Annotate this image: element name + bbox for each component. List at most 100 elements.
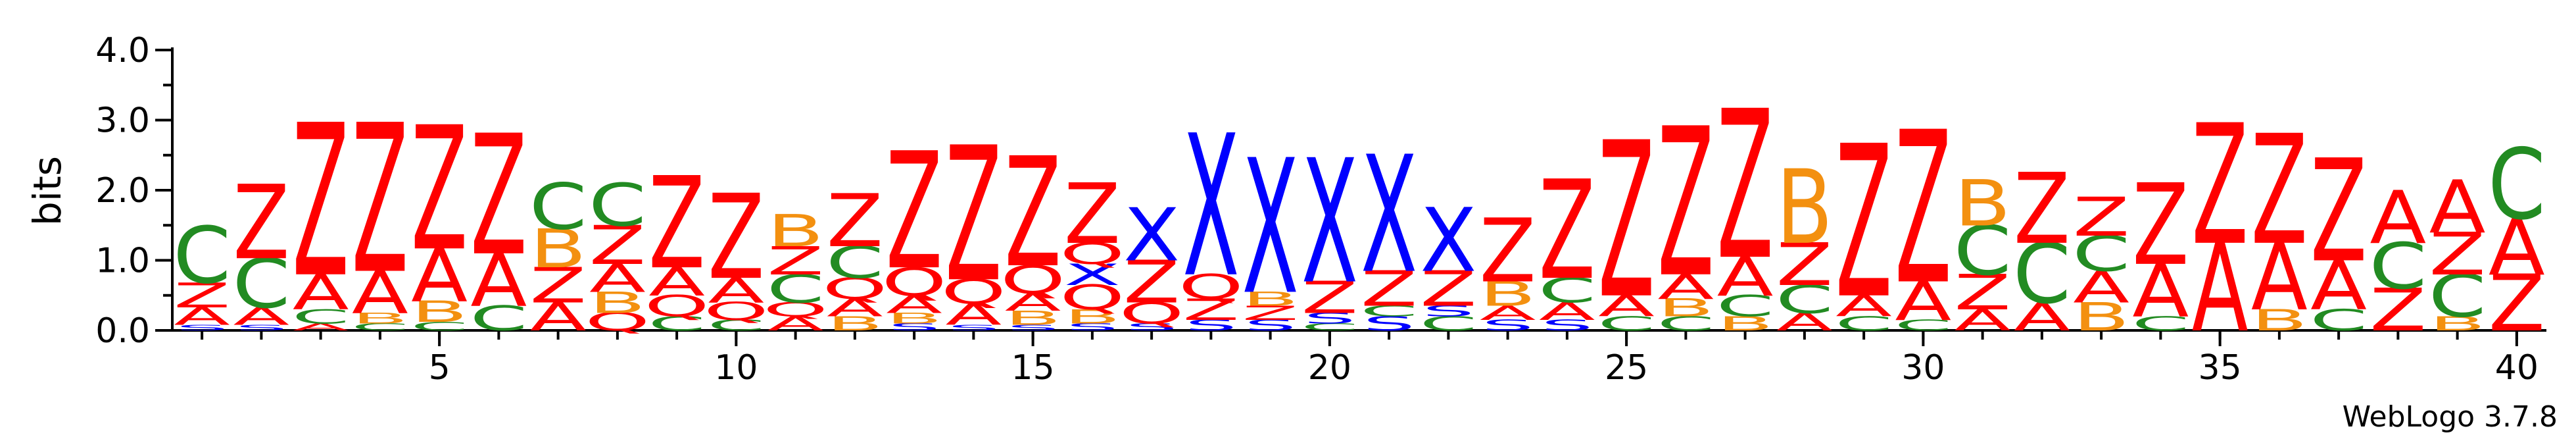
logo-letter-a: A <box>2369 175 2426 260</box>
logo-letter-c: C <box>470 299 528 338</box>
logo-letter-a: A <box>2489 202 2545 293</box>
logo-letter-q: Q <box>941 272 1006 312</box>
logo-letter-z: Z <box>1598 97 1655 347</box>
logo-letter-c: C <box>2072 226 2130 282</box>
logo-letter-z: Z <box>293 81 349 324</box>
x-tick-label: 30 <box>1901 348 1945 388</box>
logo-letter-c: C <box>292 305 350 328</box>
weblogo-credit: WebLogo 3.7.8 <box>2342 400 2558 434</box>
logo-letter-b: B <box>1064 305 1121 328</box>
logo-letter-z: Z <box>1895 88 1951 332</box>
logo-letter-c: C <box>1835 312 1893 335</box>
logo-letter-c: C <box>589 171 646 240</box>
logo-letter-a: A <box>411 233 468 318</box>
logo-letter-z: Z <box>1955 265 2011 321</box>
logo-letter-c: C <box>826 238 884 288</box>
logo-letter-z: Z <box>530 257 587 314</box>
logo-letter-z: Z <box>886 118 942 305</box>
logo-letter-s: S <box>1244 317 1297 334</box>
x-tick-label: 10 <box>714 348 758 388</box>
logo-letter-q: Q <box>644 290 710 323</box>
x-tick-label: 15 <box>1011 348 1055 388</box>
logo-letter-x: X <box>1064 258 1121 292</box>
logo-letter-c: C <box>233 244 291 324</box>
logo-letter-z: Z <box>589 214 646 276</box>
logo-letter-c: C <box>2013 225 2071 322</box>
logo-letter-z: Z <box>827 178 883 263</box>
logo-letter-z: Z <box>1064 166 1121 263</box>
logo-letter-a: A <box>1895 271 1951 333</box>
logo-letter-b: B <box>1776 149 1833 267</box>
logo-letter-z: Z <box>174 276 230 315</box>
logo-letter-z: Z <box>1005 125 1061 301</box>
logo-letter-z: Z <box>1657 84 1714 323</box>
logo-letter-c: C <box>410 320 468 334</box>
logo-letter-q: Q <box>1000 257 1065 303</box>
logo-letter-c: C <box>1597 312 1655 335</box>
logo-letter-c: C <box>1657 312 1715 335</box>
logo-letter-a: A <box>233 302 289 330</box>
logo-letter-q: Q <box>882 259 947 305</box>
stack-position-25: CAZ <box>1597 97 1655 347</box>
y-tick-label: 3.0 <box>95 101 150 141</box>
logo-letter-z: Z <box>1361 261 1417 318</box>
stack-position-38: ZCA <box>2369 175 2427 344</box>
logo-letter-z: Z <box>767 239 824 284</box>
logo-letter-b: B <box>1242 288 1299 311</box>
logo-letter-a: A <box>1955 303 2011 337</box>
y-tick-label: 0.0 <box>95 311 150 351</box>
logo-letter-z: Z <box>1123 248 1180 317</box>
logo-letter-c: C <box>1301 321 1359 332</box>
logo-letter-c: C <box>2369 230 2427 304</box>
logo-letter-b: B <box>1955 167 2011 241</box>
logo-letter-b: B <box>2251 303 2308 337</box>
logo-letter-x: X <box>1242 121 1299 336</box>
logo-letter-a: A <box>1005 288 1061 317</box>
y-tick-label: 2.0 <box>95 171 150 211</box>
logo-letter-c: C <box>2429 262 2487 330</box>
logo-letter-q: Q <box>822 272 887 306</box>
logo-letter-q: Q <box>1179 267 1244 307</box>
logo-letter-a: A <box>1835 290 1892 323</box>
logo-letter-c: C <box>648 312 706 335</box>
logo-letter-s: S <box>948 323 1000 332</box>
y-axis: 0.0 1.0 2.0 3.0 4.0 <box>95 31 174 351</box>
logo-letter-q: Q <box>585 308 650 336</box>
y-tick-label: 4.0 <box>95 31 150 70</box>
logo-letter-a: A <box>2014 295 2070 340</box>
logo-letter-x: X <box>1182 93 1239 321</box>
logo-letter-s: S <box>235 323 288 332</box>
logo-letter-c: C <box>2488 129 2546 242</box>
logo-letter-a: A <box>1717 245 1774 308</box>
logo-letter-z: Z <box>1480 200 1536 302</box>
logo-letter-b: B <box>767 206 824 257</box>
logo-letter-s: S <box>1482 317 1534 334</box>
logo-letter-q: Q <box>763 298 828 321</box>
logo-letter-b: B <box>827 312 883 335</box>
logo-letter-x: X <box>1123 193 1180 278</box>
logo-letter-a: A <box>293 265 349 321</box>
logo-letter-s: S <box>176 323 228 332</box>
logo-letter-z: Z <box>352 81 408 319</box>
logo-letter-c: C <box>2310 303 2368 337</box>
logo-letter-z: Z <box>2489 258 2545 349</box>
logo-letter-a: A <box>767 312 824 335</box>
logo-letter-a: A <box>827 294 883 322</box>
logo-letter-z: Z <box>1717 67 1774 305</box>
logo-letter-a: A <box>1598 290 1655 323</box>
logo-letter-c: C <box>529 170 587 244</box>
logo-letter-z: Z <box>1242 301 1299 324</box>
